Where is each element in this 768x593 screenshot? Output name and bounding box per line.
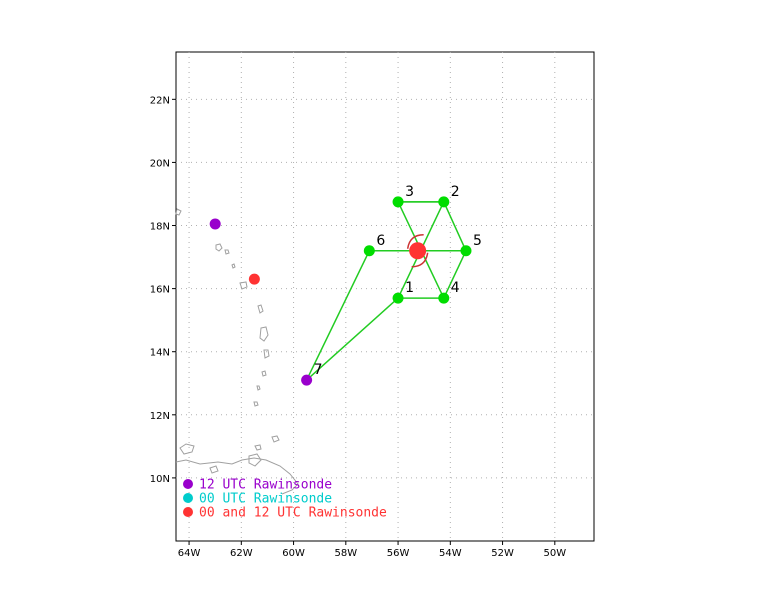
- island-outline: [248, 453, 262, 467]
- storm-center-marker: [406, 234, 429, 268]
- dropsonde-point: [438, 196, 450, 208]
- island-outline: [239, 281, 248, 290]
- dropsonde-point: [460, 245, 472, 257]
- x-tick-label: 56W: [387, 548, 410, 559]
- island-outline: [175, 208, 182, 216]
- dropsonde-label: 1: [405, 280, 414, 296]
- legend-marker: [183, 507, 193, 517]
- y-tick-label: 20N: [150, 158, 170, 169]
- dropsonde-point: [392, 196, 404, 208]
- sonde-points: 1 2 3 4 5 6 7: [209, 184, 482, 386]
- y-tick-label: 14N: [150, 348, 170, 359]
- x-tick-label: 52W: [491, 548, 514, 559]
- island-outline: [261, 370, 267, 377]
- x-tick-label: 62W: [230, 548, 253, 559]
- rawinsonde-point: [248, 273, 260, 285]
- legend-label: 00 and 12 UTC Rawinsonde: [199, 506, 387, 521]
- x-tick-label: 54W: [439, 548, 462, 559]
- dropsonde-label: 2: [451, 184, 460, 200]
- island-outline: [263, 349, 270, 359]
- y-tick-label: 16N: [150, 285, 170, 296]
- legend-marker: [183, 493, 193, 503]
- track-segment: [305, 250, 370, 381]
- y-tick-label: 22N: [150, 95, 170, 106]
- y-tick-label: 12N: [150, 411, 170, 422]
- island-outline: [253, 401, 259, 407]
- rawinsonde-point: [209, 218, 221, 230]
- legend-label: 12 UTC Rawinsonde: [199, 478, 332, 493]
- axis-tick-labels: 64W 62W 60W 58W 56W 54W 52W 50W 10N 12N 14N 16N 18N 2…: [150, 95, 566, 559]
- island-outline: [257, 304, 264, 314]
- y-tick-label: 18N: [150, 222, 170, 233]
- island-outline: [231, 263, 236, 269]
- dropsonde-point: [392, 292, 404, 304]
- coast-outline: [175, 457, 299, 495]
- x-tick-label: 58W: [335, 548, 358, 559]
- x-tick-label: 60W: [282, 548, 305, 559]
- legend-marker: [183, 479, 193, 489]
- island-outline: [254, 444, 262, 451]
- island-outline: [179, 443, 195, 455]
- dropsonde-point: [363, 245, 375, 257]
- hurricane-symbol-arm: [411, 252, 429, 268]
- dropsonde-label: 6: [376, 233, 385, 249]
- rawinsonde-label: 7: [314, 362, 323, 378]
- dropsonde-point: [438, 292, 450, 304]
- island-outline: [271, 435, 280, 443]
- map-frame: [175, 51, 595, 542]
- island-outline: [256, 385, 261, 391]
- x-tick-label: 64W: [178, 548, 201, 559]
- y-tick-label: 10N: [150, 474, 170, 485]
- dropsonde-label: 3: [405, 184, 414, 200]
- hurricane-symbol-arm: [406, 234, 424, 249]
- track-segment: [443, 250, 467, 299]
- island-outline: [259, 326, 269, 342]
- island-outline: [215, 243, 223, 252]
- storm-center-dot: [409, 242, 427, 260]
- track-segment: [443, 201, 467, 252]
- rawinsonde-point: [301, 374, 313, 386]
- track-segment: [306, 297, 399, 381]
- dropsonde-label: 5: [473, 233, 482, 249]
- island-outline: [224, 249, 230, 255]
- dropsonde-label: 4: [451, 280, 460, 296]
- coastlines: [175, 208, 299, 495]
- x-tick-label: 50W: [544, 548, 567, 559]
- legend-label: 00 UTC Rawinsonde: [199, 492, 332, 507]
- island-outline: [209, 465, 219, 474]
